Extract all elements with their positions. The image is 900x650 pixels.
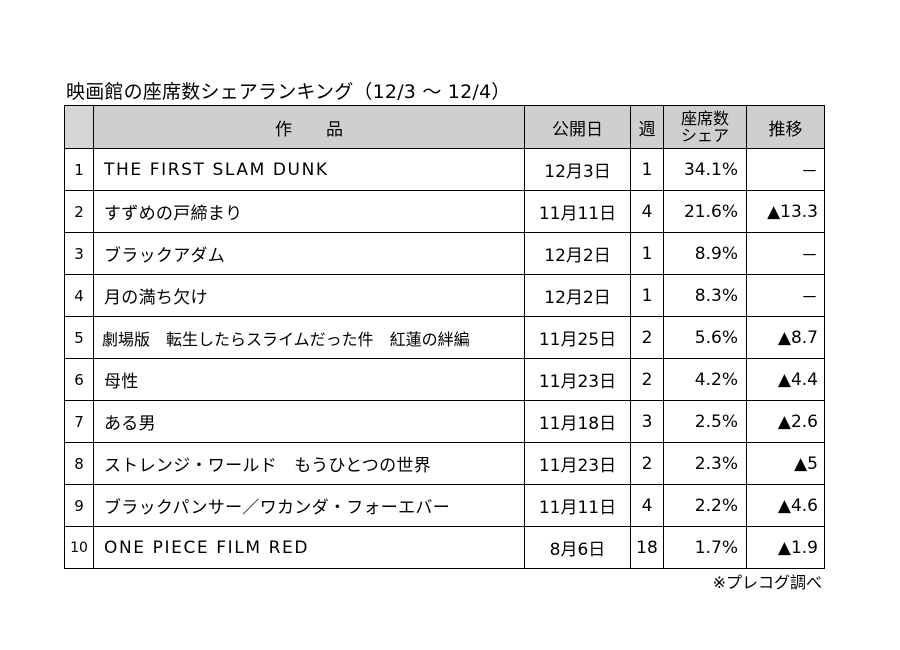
title-cell: 母性: [93, 358, 525, 401]
trend-cell: ▲13.3: [746, 190, 825, 233]
source-note: ※プレコグ調べ: [712, 573, 822, 592]
seat-share-cell: 5.6%: [663, 316, 747, 359]
week-cell: 2: [630, 442, 664, 485]
rank-cell: 7: [64, 400, 94, 443]
week-cell: 3: [630, 400, 664, 443]
rank-cell: 8: [64, 442, 94, 485]
seat-share-header-line1: 座席数: [680, 109, 729, 128]
release-date-cell: 11月25日: [524, 316, 631, 359]
table-row: 5 劇場版 転生したらスライムだった件 紅蓮の絆編 11月25日 2 5.6% …: [64, 316, 825, 359]
rank-cell: 5: [64, 316, 94, 359]
release-date-cell: 12月2日: [524, 274, 631, 317]
title-cell: 月の満ち欠け: [93, 274, 525, 317]
title-cell: ストレンジ・ワールド もうひとつの世界: [93, 442, 525, 485]
release-date-header: 公開日: [524, 105, 631, 149]
trend-header: 推移: [746, 105, 825, 149]
release-date-cell: 11月11日: [524, 484, 631, 527]
week-cell: 1: [630, 232, 664, 275]
trend-cell: －: [746, 232, 825, 275]
rank-cell: 2: [64, 190, 94, 233]
trend-cell: ▲4.6: [746, 484, 825, 527]
seat-share-cell: 2.3%: [663, 442, 747, 485]
title-cell: 劇場版 転生したらスライムだった件 紅蓮の絆編: [93, 316, 525, 359]
seat-share-cell: 34.1%: [663, 148, 747, 191]
page-title: 映画館の座席数シェアランキング（12/3 ～ 12/4）: [66, 81, 511, 103]
table-row: 1 THE FIRST SLAM DUNK 12月3日 1 34.1% －: [64, 148, 825, 191]
trend-cell: －: [746, 148, 825, 191]
rank-cell: 4: [64, 274, 94, 317]
trend-cell: ▲4.4: [746, 358, 825, 401]
seat-share-cell: 2.2%: [663, 484, 747, 527]
title-cell: ブラックパンサー／ワカンダ・フォーエバー: [93, 484, 525, 527]
table-row: 7 ある男 11月18日 3 2.5% ▲2.6: [64, 400, 825, 443]
title-cell: ある男: [93, 400, 525, 443]
title-cell: THE FIRST SLAM DUNK: [93, 148, 525, 191]
week-header: 週: [630, 105, 664, 149]
title-cell: ONE PIECE FILM RED: [93, 526, 525, 569]
rank-cell: 3: [64, 232, 94, 275]
title-header: 作 品: [93, 105, 525, 149]
trend-cell: ▲2.6: [746, 400, 825, 443]
seat-share-header-line2: シェア: [680, 126, 729, 145]
week-cell: 1: [630, 148, 664, 191]
rank-cell: 10: [64, 526, 94, 569]
rank-cell: 9: [64, 484, 94, 527]
trend-cell: ▲1.9: [746, 526, 825, 569]
week-cell: 18: [630, 526, 664, 569]
seat-share-cell: 21.6%: [663, 190, 747, 233]
seat-share-header: 座席数 シェア: [663, 105, 747, 149]
table-row: 3 ブラックアダム 12月2日 1 8.9% －: [64, 232, 825, 275]
table-row: 8 ストレンジ・ワールド もうひとつの世界 11月23日 2 2.3% ▲5: [64, 442, 825, 485]
release-date-cell: 12月3日: [524, 148, 631, 191]
release-date-cell: 12月2日: [524, 232, 631, 275]
seat-share-cell: 1.7%: [663, 526, 747, 569]
trend-cell: ▲8.7: [746, 316, 825, 359]
table-row: 6 母性 11月23日 2 4.2% ▲4.4: [64, 358, 825, 401]
table-row: 2 すずめの戸締まり 11月11日 4 21.6% ▲13.3: [64, 190, 825, 233]
table-row: 4 月の満ち欠け 12月2日 1 8.3% －: [64, 274, 825, 317]
seat-share-cell: 4.2%: [663, 358, 747, 401]
week-cell: 2: [630, 316, 664, 359]
release-date-cell: 11月23日: [524, 442, 631, 485]
trend-cell: －: [746, 274, 825, 317]
release-date-cell: 11月23日: [524, 358, 631, 401]
ranking-table: 作 品 公開日 週 座席数 シェア 推移 1 THE FIRST SLAM DU…: [64, 105, 825, 569]
rank-cell: 6: [64, 358, 94, 401]
release-date-cell: 11月18日: [524, 400, 631, 443]
release-date-cell: 8月6日: [524, 526, 631, 569]
table-row: 10 ONE PIECE FILM RED 8月6日 18 1.7% ▲1.9: [64, 526, 825, 569]
title-cell: すずめの戸締まり: [93, 190, 525, 233]
week-cell: 4: [630, 190, 664, 233]
week-cell: 2: [630, 358, 664, 401]
rank-header: [64, 105, 94, 149]
trend-cell: ▲5: [746, 442, 825, 485]
title-cell: ブラックアダム: [93, 232, 525, 275]
seat-share-cell: 2.5%: [663, 400, 747, 443]
table-row: 9 ブラックパンサー／ワカンダ・フォーエバー 11月11日 4 2.2% ▲4.…: [64, 484, 825, 527]
release-date-cell: 11月11日: [524, 190, 631, 233]
rank-cell: 1: [64, 148, 94, 191]
week-cell: 4: [630, 484, 664, 527]
seat-share-cell: 8.9%: [663, 232, 747, 275]
table-header-row: 作 品 公開日 週 座席数 シェア 推移: [64, 105, 825, 149]
week-cell: 1: [630, 274, 664, 317]
seat-share-cell: 8.3%: [663, 274, 747, 317]
